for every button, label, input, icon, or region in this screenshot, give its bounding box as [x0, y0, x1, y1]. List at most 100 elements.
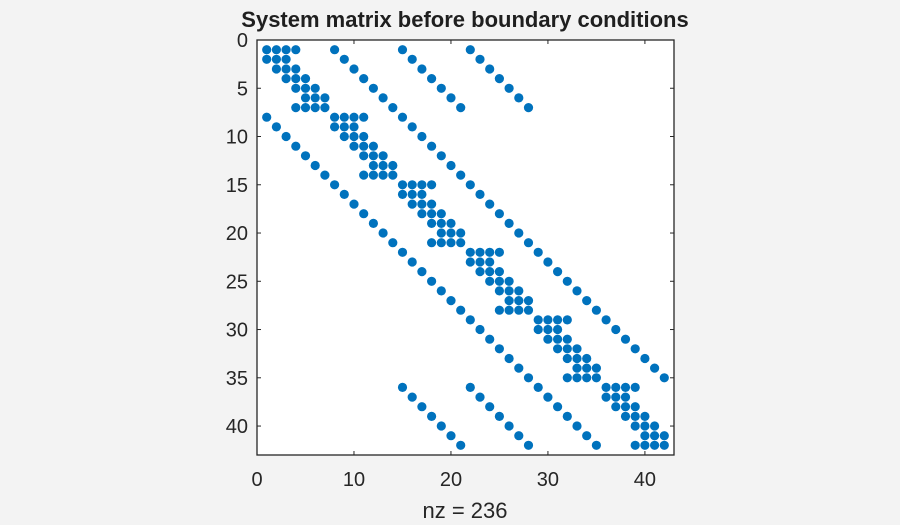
nonzero-marker — [330, 45, 340, 55]
nonzero-marker — [271, 122, 281, 132]
nonzero-marker — [630, 344, 640, 354]
nonzero-marker — [485, 257, 495, 267]
nonzero-marker — [582, 363, 592, 373]
nonzero-marker — [640, 431, 650, 441]
nonzero-marker — [320, 170, 330, 180]
nonzero-marker — [407, 199, 417, 209]
nonzero-marker — [572, 421, 582, 431]
nonzero-markers — [262, 45, 669, 450]
x-tick-label: 10 — [343, 469, 365, 491]
nonzero-marker — [553, 344, 563, 354]
nonzero-marker — [407, 257, 417, 267]
nonzero-marker — [349, 199, 359, 209]
nonzero-marker — [504, 353, 514, 364]
nonzero-marker — [417, 267, 427, 277]
nonzero-marker — [397, 112, 408, 122]
nonzero-marker — [310, 160, 320, 171]
nonzero-marker — [291, 64, 301, 74]
nonzero-marker — [533, 324, 543, 335]
nonzero-marker — [291, 103, 301, 113]
nonzero-marker — [271, 54, 281, 64]
nonzero-marker — [572, 344, 582, 354]
nonzero-marker — [417, 199, 427, 209]
nonzero-marker — [485, 64, 495, 74]
nonzero-marker — [359, 151, 369, 161]
nonzero-marker — [417, 189, 427, 199]
nonzero-marker — [427, 276, 437, 286]
nonzero-marker — [659, 431, 669, 441]
nonzero-marker — [262, 45, 272, 55]
x-tick-label: 20 — [440, 469, 462, 491]
nonzero-marker — [397, 45, 408, 55]
nonzero-marker — [456, 228, 466, 238]
nonzero-marker — [349, 131, 359, 142]
nonzero-marker — [562, 276, 572, 286]
nonzero-marker — [378, 160, 388, 171]
nonzero-marker — [659, 440, 669, 450]
nonzero-marker — [611, 324, 621, 335]
nonzero-marker — [291, 83, 301, 93]
nonzero-marker — [320, 103, 330, 113]
nonzero-marker — [514, 363, 524, 373]
nonzero-marker — [407, 54, 417, 64]
nonzero-marker — [543, 315, 553, 325]
nonzero-marker — [475, 257, 485, 267]
nonzero-marker — [562, 373, 572, 383]
nonzero-marker — [417, 402, 427, 412]
nonzero-marker — [436, 209, 446, 219]
nonzero-marker — [397, 382, 408, 392]
nonzero-marker — [620, 411, 631, 421]
nonzero-marker — [572, 353, 582, 364]
nonzero-marker — [281, 45, 291, 55]
nonzero-marker — [475, 189, 485, 199]
nonzero-marker — [601, 382, 611, 392]
nonzero-marker — [262, 112, 272, 122]
nonzero-marker — [620, 334, 631, 344]
nonzero-marker — [523, 440, 534, 450]
nonzero-marker — [436, 83, 446, 93]
nonzero-marker — [611, 382, 621, 392]
y-tick-labels: 0 5 10 15 20 25 30 35 40 — [226, 30, 248, 438]
y-tick-label: 35 — [226, 368, 248, 390]
nonzero-marker — [591, 363, 602, 373]
nonzero-marker — [504, 305, 514, 315]
nonzero-marker — [562, 344, 572, 354]
nonzero-marker — [494, 286, 504, 296]
nonzero-marker — [514, 305, 524, 315]
nonzero-marker — [640, 411, 650, 421]
nonzero-marker — [446, 228, 456, 238]
nonzero-marker — [417, 131, 427, 142]
nonzero-marker — [407, 189, 417, 199]
nonzero-marker — [485, 199, 495, 209]
nonzero-marker — [339, 122, 349, 132]
nonzero-marker — [475, 392, 485, 402]
nonzero-marker — [368, 160, 378, 171]
plot-area — [257, 40, 674, 455]
nonzero-marker — [436, 218, 446, 228]
nonzero-marker — [300, 103, 311, 113]
y-tick-label: 5 — [237, 78, 248, 100]
nonzero-marker — [436, 228, 446, 238]
nonzero-marker — [359, 170, 369, 180]
nonzero-marker — [523, 103, 534, 113]
nonzero-marker — [514, 93, 524, 103]
nonzero-marker — [640, 421, 650, 431]
y-tick-label: 25 — [226, 271, 248, 293]
nonzero-marker — [591, 373, 602, 383]
nonzero-marker — [427, 199, 437, 209]
nonzero-marker — [494, 305, 504, 315]
nonzero-marker — [523, 296, 534, 306]
nonzero-marker — [504, 218, 514, 228]
nonzero-marker — [330, 112, 340, 122]
nonzero-marker — [494, 247, 504, 257]
nonzero-marker — [407, 392, 417, 402]
nonzero-marker — [456, 238, 466, 248]
nonzero-marker — [465, 257, 475, 267]
nonzero-marker — [475, 54, 485, 64]
nonzero-marker — [582, 373, 592, 383]
nonzero-marker — [349, 64, 359, 74]
axes-frame — [256, 39, 675, 456]
nonzero-marker — [659, 373, 669, 383]
nonzero-marker — [620, 382, 631, 392]
x-tick-label: 40 — [634, 469, 656, 491]
